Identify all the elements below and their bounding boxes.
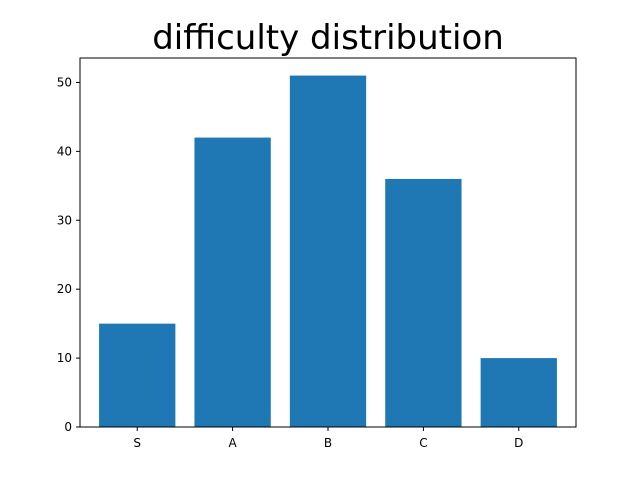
bar-C <box>385 178 462 427</box>
y-tick-label: 50 <box>57 75 72 89</box>
bars-layer <box>99 75 557 428</box>
x-tick-label-D: D <box>514 436 523 450</box>
x-tick-label-B: B <box>324 436 332 450</box>
chart-title: difficulty distribution <box>152 18 504 58</box>
x-tick-label-S: S <box>133 436 141 450</box>
y-tick-label: 40 <box>57 144 72 158</box>
bar-S <box>99 323 176 427</box>
y-tick-label: 30 <box>57 213 72 227</box>
y-tick-label: 10 <box>57 351 72 365</box>
plot-area-frame <box>79 57 577 428</box>
bar-B <box>289 75 367 428</box>
x-tick-label-C: C <box>419 436 427 450</box>
y-tick-label: 0 <box>64 420 72 434</box>
y-axis-ticks: 0 10 20 30 40 50 <box>57 75 80 434</box>
bar-D <box>480 358 557 427</box>
bar-A <box>194 137 271 427</box>
x-tick-label-A: A <box>229 436 238 450</box>
y-tick-label: 20 <box>57 282 72 296</box>
